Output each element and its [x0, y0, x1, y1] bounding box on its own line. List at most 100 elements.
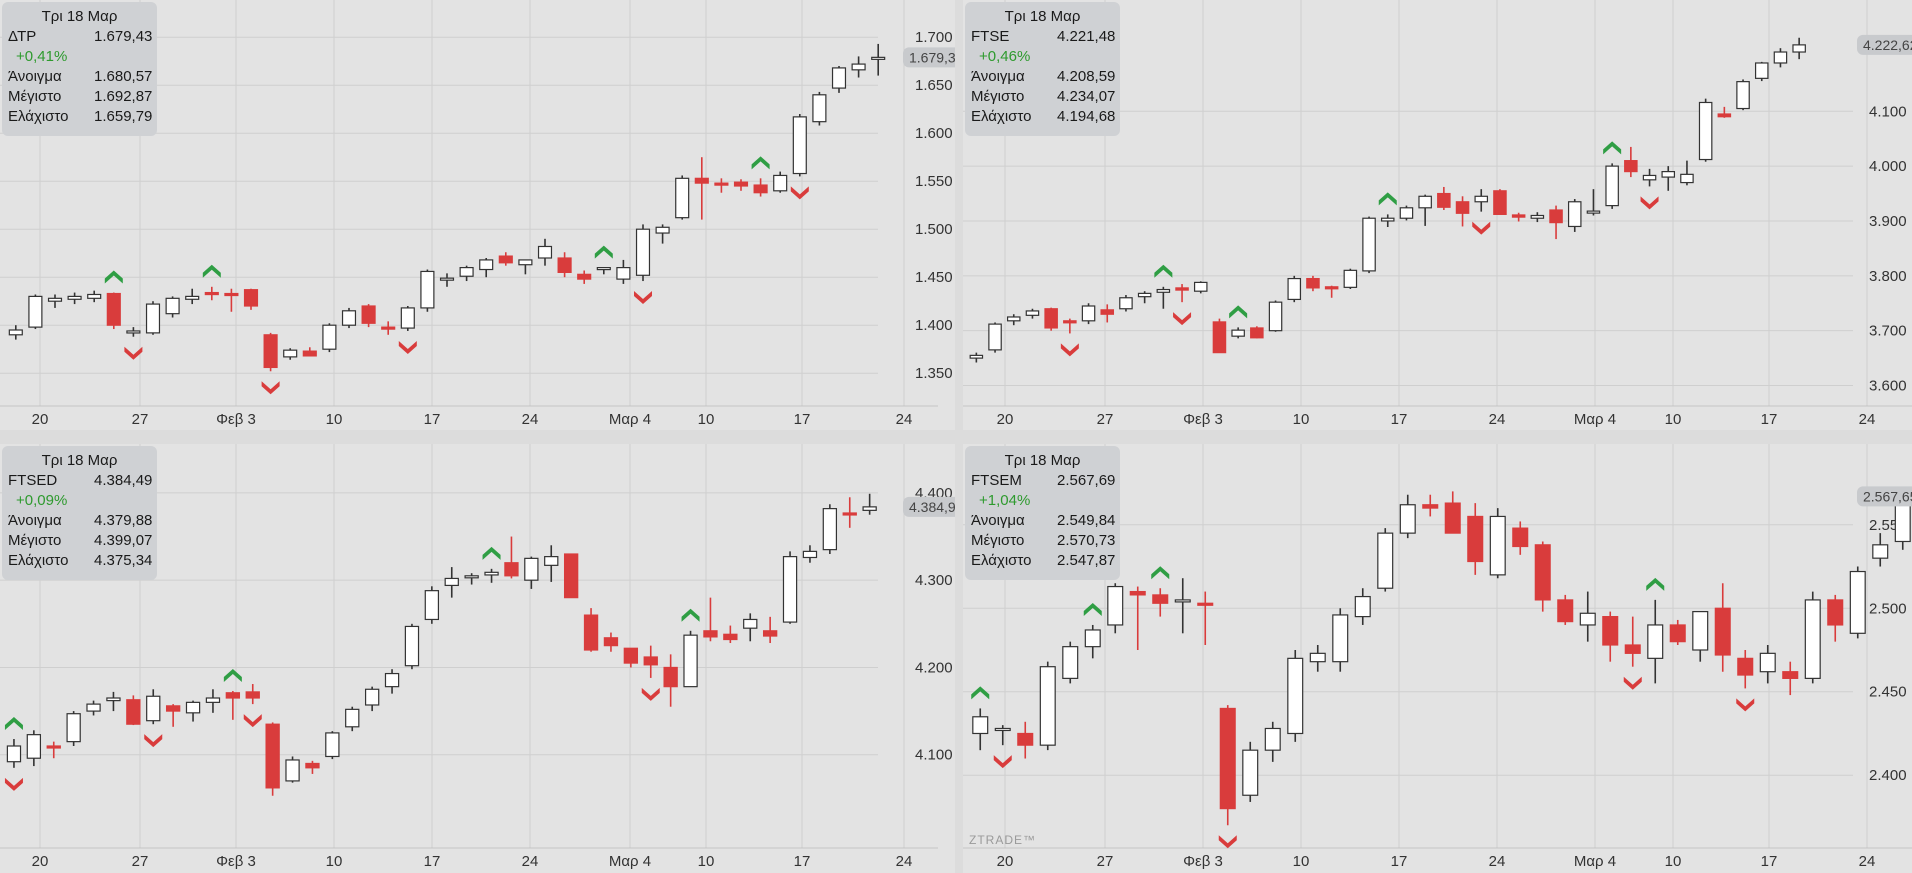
candle-body — [1332, 614, 1349, 663]
x-tick-label: 10 — [1293, 411, 1310, 428]
candle-body — [1549, 209, 1563, 224]
open-value: 4.379,88 — [94, 512, 153, 529]
candle — [381, 321, 396, 335]
buy-signal-icon — [1151, 566, 1170, 580]
candlestick-chart-2[interactable]: 4.100 4.000 3.900 3.800 3.700 3.600 20 27 Φεβ 3 1… — [963, 0, 1912, 430]
candle — [126, 327, 141, 337]
candle-body — [66, 713, 81, 743]
candle-body — [1680, 173, 1694, 184]
candle-body — [305, 762, 320, 769]
candle-body — [1129, 590, 1146, 596]
x-tick-label: 17 — [794, 411, 811, 428]
candle — [165, 704, 181, 727]
candle — [802, 545, 818, 563]
candle — [439, 273, 455, 287]
y-tick-label: 4.100 — [1869, 103, 1907, 120]
candle — [1332, 608, 1349, 672]
change-value: +0,09% — [16, 492, 68, 509]
candle — [862, 493, 877, 515]
candle — [1489, 508, 1506, 579]
candle — [1759, 644, 1776, 684]
x-tick-label: 24 — [1859, 853, 1876, 870]
candle — [1231, 327, 1245, 339]
x-tick-label: 17 — [1761, 853, 1778, 870]
candle — [6, 739, 22, 768]
candle — [743, 613, 758, 642]
price-value: 1.679,43 — [94, 28, 153, 45]
candle-body — [862, 506, 877, 511]
candle — [1567, 199, 1582, 232]
chart-panel-3[interactable]: 4.400 4.300 4.200 4.100 20 27 Φεβ 3 10 17 24 Μαρ 4… — [0, 444, 955, 873]
candle — [762, 616, 778, 644]
buy-signal-icon — [104, 270, 123, 284]
y-tick-label: 4.100 — [915, 747, 953, 764]
candle-body — [1025, 310, 1040, 316]
y-tick-label: 1.400 — [915, 317, 953, 334]
candle-body — [1268, 301, 1283, 332]
candle — [1343, 268, 1358, 289]
candle — [205, 689, 221, 713]
candle — [1680, 160, 1694, 186]
buy-signal-icon — [482, 546, 501, 560]
price-value: 4.221,48 — [1057, 28, 1116, 45]
candle-body — [145, 303, 161, 334]
candle — [185, 700, 201, 722]
candle-body — [577, 273, 592, 280]
candle — [733, 179, 749, 191]
high-value: 4.234,07 — [1057, 88, 1116, 105]
candle-body — [1602, 616, 1619, 646]
candle — [1006, 314, 1021, 326]
y-tick-label: 3.800 — [1869, 268, 1907, 285]
sell-signal-icon — [1218, 835, 1237, 849]
candle-body — [603, 637, 619, 647]
sell-signal-icon — [398, 340, 417, 354]
candle — [1647, 599, 1664, 684]
candle — [305, 760, 320, 774]
candle-body — [1287, 657, 1304, 735]
candle-body — [743, 618, 758, 629]
open-value: 1.680,57 — [94, 68, 153, 85]
chart-panel-4[interactable]: 2.550 2.500 2.450 2.400 20 27 Φεβ 3 10 17 24 Μαρ 4… — [963, 444, 1912, 873]
candle-body — [1354, 595, 1371, 618]
candle-body — [87, 293, 102, 299]
candle-body — [1804, 599, 1821, 679]
x-tick-label: Φεβ 3 — [1183, 411, 1223, 428]
candle-body — [1759, 652, 1776, 673]
candle — [106, 691, 121, 712]
candle-body — [1174, 599, 1191, 603]
candle — [1063, 318, 1077, 334]
chart-panel-1[interactable]: 1.700 1.650 1.600 1.550 1.500 1.450 1.400 1.350… — [0, 0, 955, 430]
candle — [1197, 591, 1214, 645]
candle-body — [683, 634, 698, 688]
sell-signal-icon — [1173, 312, 1192, 326]
chart-panel-2[interactable]: 4.100 4.000 3.900 3.800 3.700 3.600 20 27 Φεβ 3 1… — [963, 0, 1912, 430]
x-tick-label: Μαρ 4 — [1574, 411, 1616, 428]
candle — [1474, 189, 1489, 212]
candle-body — [1624, 160, 1638, 173]
candle-body — [265, 723, 280, 789]
last-price-badge — [903, 47, 955, 68]
candle — [265, 722, 280, 796]
candle-body — [106, 697, 121, 702]
candle — [988, 322, 1002, 353]
candle-body — [1152, 594, 1169, 604]
candle — [1661, 166, 1676, 191]
candle — [1129, 586, 1146, 650]
x-tick-label: 10 — [698, 853, 715, 870]
candle-body — [1197, 602, 1214, 606]
candle-body — [204, 291, 219, 296]
candle-body — [364, 688, 380, 706]
candle — [972, 708, 989, 751]
candlestick-chart-1[interactable]: 1.700 1.650 1.600 1.550 1.500 1.450 1.400 1.350… — [0, 0, 955, 430]
symbol-label: FTSE — [971, 28, 1010, 45]
grid-layer — [0, 444, 938, 849]
symbol-label: ΔΤΡ — [8, 28, 37, 45]
low-value: 4.194,68 — [1057, 108, 1116, 125]
candle — [1309, 644, 1326, 672]
candle-body — [1107, 585, 1124, 626]
candle-body — [802, 550, 818, 559]
candle-body — [1422, 504, 1439, 509]
candle-body — [1792, 44, 1806, 53]
